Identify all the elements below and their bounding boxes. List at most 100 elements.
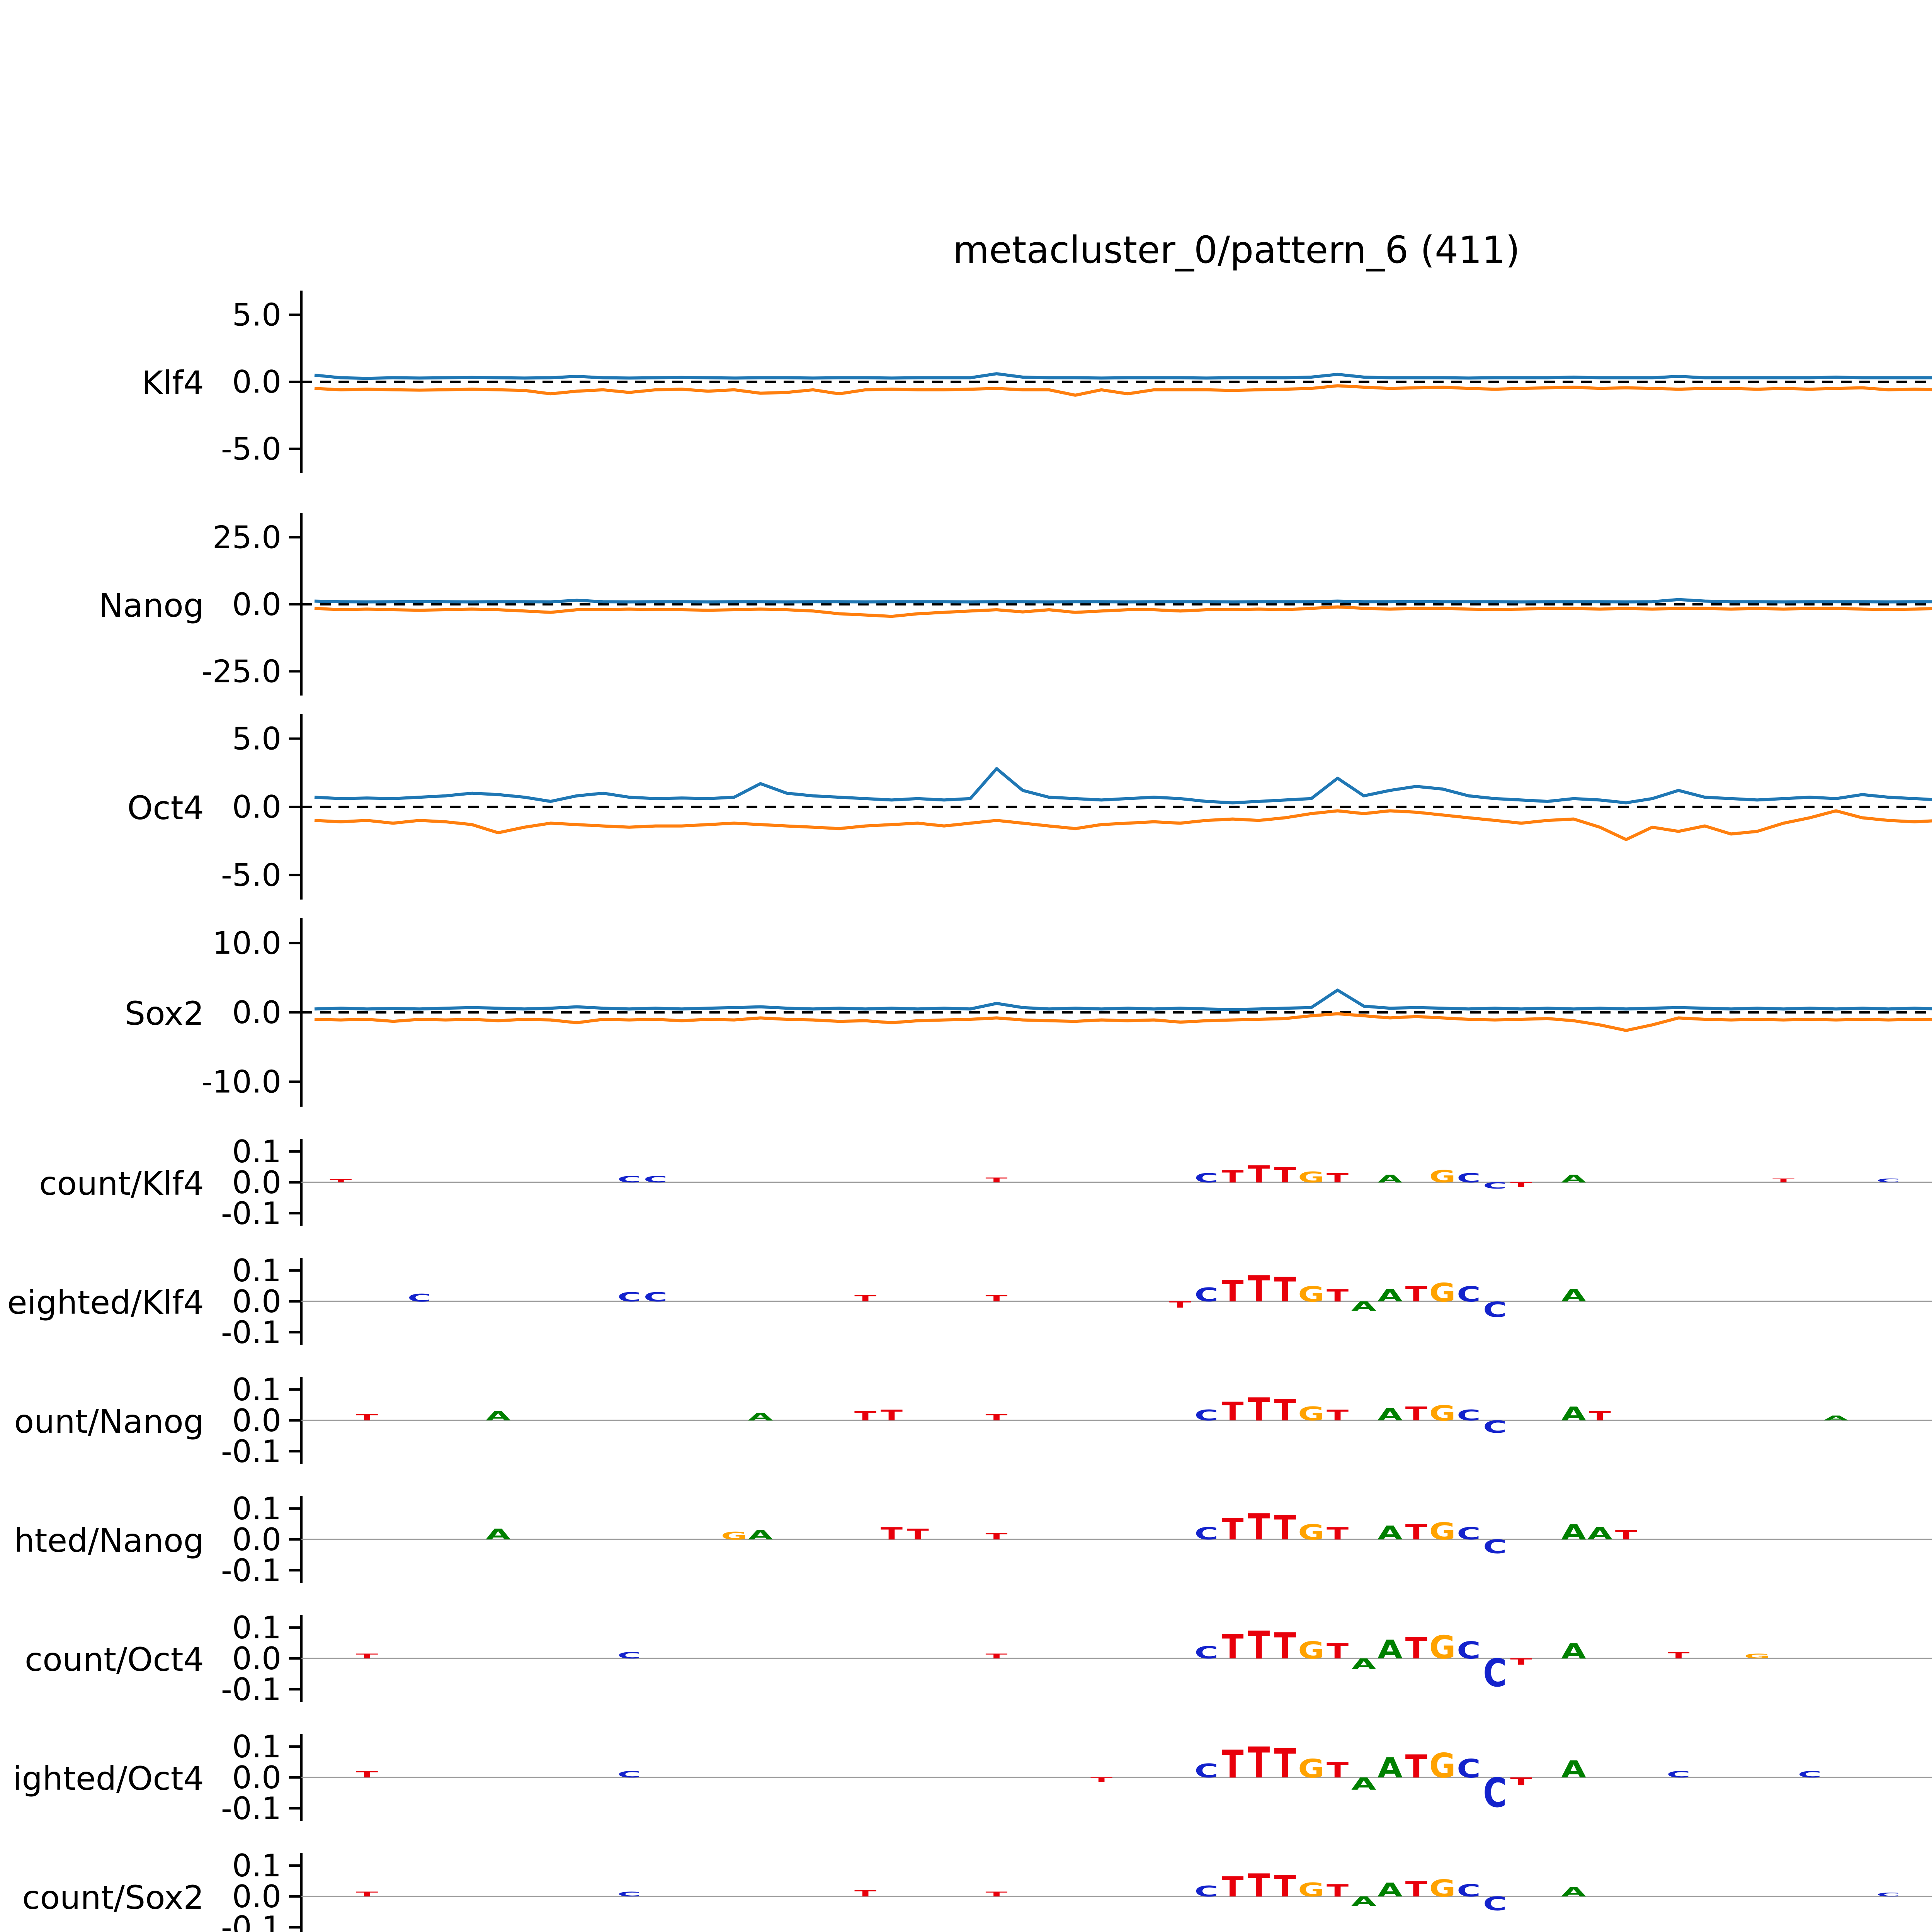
logo-letter-A: A [1561,1520,1586,1544]
logo-letter-C: C [1457,1881,1480,1900]
series-line-positive [314,372,1932,380]
logo-letter-T: T [1615,1527,1637,1542]
y-tick-label: -0.1 [221,1553,281,1588]
logo-letter-T: T [1248,1161,1270,1188]
panel-label: Oct4 [127,789,204,827]
y-tick-label: -0.1 [221,1910,281,1932]
logo-letter-T: T [356,1413,378,1422]
logo-letter-T: T [1222,1871,1244,1903]
logo-letter-T: T [1274,1393,1296,1427]
panel-label: hted/Nanog [14,1522,204,1560]
logo-letter-T: T [1222,1167,1244,1186]
logo-letter-T: T [1274,1270,1296,1310]
logo-letter-G: G [1298,1282,1325,1306]
logo-letter-T: T [1274,1509,1296,1548]
logo-letter-T: T [1274,1163,1296,1187]
logo-letter-C: C [1483,1651,1507,1695]
logo-letter-C: C [1457,1407,1480,1424]
y-tick-label: -0.1 [221,1791,281,1827]
logo-letter-T: T [881,1407,903,1424]
logo-letter-T: T [1222,1397,1244,1427]
logo-letter-T: T [1405,1282,1427,1306]
logo-letter-T: T [985,1294,1007,1303]
logo-letter-T: T [1090,1776,1112,1784]
logo-letter-T: T [985,1413,1007,1422]
y-tick-label: 0.1 [232,1848,281,1884]
y-tick-label: 0.1 [232,1610,281,1646]
logo-letter-T: T [1248,1391,1270,1428]
panel-label: count/Klf4 [39,1165,204,1202]
logo-letter-A: A [1351,1774,1376,1794]
panel-label: eighted/Klf4 [7,1284,204,1321]
logo-letter-A: A [1378,1172,1403,1185]
y-tick-label: 5.0 [232,297,281,333]
panel-label: count/Oct4 [25,1641,204,1679]
logo-letter-C: C [1483,1297,1507,1322]
logo-letter-C: C [1483,1417,1507,1437]
logo-letter-C: C [1194,1883,1218,1900]
logo-letter-T: T [1589,1408,1611,1423]
logo-letter-C: C [644,1289,667,1304]
panel-label: Klf4 [142,364,204,402]
logo-letter-T: T [1510,1181,1532,1189]
logo-letter-C: C [1194,1407,1218,1424]
logo-letter-T: T [1274,1740,1296,1787]
panel-label: Nanog [99,587,204,624]
logo-letter-T: T [1405,1403,1427,1425]
logo-letter-A: A [748,1410,773,1423]
logo-letter-T: T [1248,1506,1270,1548]
logo-letter-T: T [1327,1758,1349,1782]
logo-letter-C: C [1457,1524,1480,1543]
series-line-positive [314,598,1932,604]
logo-letter-T: T [854,1889,876,1898]
y-tick-label: 0.0 [232,1760,281,1796]
logo-letter-A: A [1351,1299,1376,1313]
logo-letter-C: C [1877,1892,1900,1898]
logo-letter-G: G [1429,1518,1456,1545]
y-tick-label: -5.0 [221,431,281,467]
logo-letter-T: T [1169,1300,1191,1310]
y-tick-label: 0.0 [232,1522,281,1558]
y-tick-label: -0.1 [221,1672,281,1708]
logo-letter-T: T [1510,1775,1532,1787]
logo-letter-C: C [408,1291,431,1304]
logo-letter-A: A [1823,1415,1849,1422]
logo-letter-T: T [1248,1738,1270,1787]
logo-letter-T: T [854,1294,876,1303]
panel-label: Sox2 [125,995,204,1032]
logo-letter-A: A [1561,1286,1586,1305]
logo-letter-C: C [1457,1754,1480,1784]
series-line-negative [314,384,1932,397]
logo-letter-C: C [1194,1284,1218,1306]
logo-letter-T: T [907,1526,929,1543]
logo-letter-T: T [1221,1274,1243,1308]
logo-letter-C: C [1194,1524,1218,1543]
logo-letter-A: A [1561,1756,1586,1783]
y-tick-label: 0.1 [232,1134,281,1170]
logo-letter-G: G [721,1529,748,1542]
y-tick-label: 25.0 [213,519,281,555]
series-line-positive [314,767,1932,804]
logo-letter-G: G [1429,1167,1456,1186]
y-tick-label: -25.0 [201,654,281,690]
logo-letter-G: G [1298,1169,1325,1186]
logo-letter-T: T [985,1653,1007,1660]
logo-letter-A: A [1587,1524,1612,1543]
logo-letter-C: C [1194,1170,1218,1185]
y-tick-label: 0.0 [232,587,281,622]
logo-letter-C: C [1483,1893,1507,1915]
logo-letter-T: T [1327,1639,1349,1663]
y-tick-label: -10.0 [201,1064,281,1100]
logo-letter-T: T [356,1770,378,1779]
y-tick-label: 0.1 [232,1729,281,1765]
y-tick-label: -0.1 [221,1315,281,1350]
logo-letter-G: G [1298,1879,1325,1901]
y-tick-label: -5.0 [221,857,281,893]
logo-letter-T: T [356,1653,378,1660]
logo-letter-T: T [985,1532,1007,1541]
logo-letter-T: T [1405,1748,1427,1785]
y-tick-label: 0.1 [232,1253,281,1289]
